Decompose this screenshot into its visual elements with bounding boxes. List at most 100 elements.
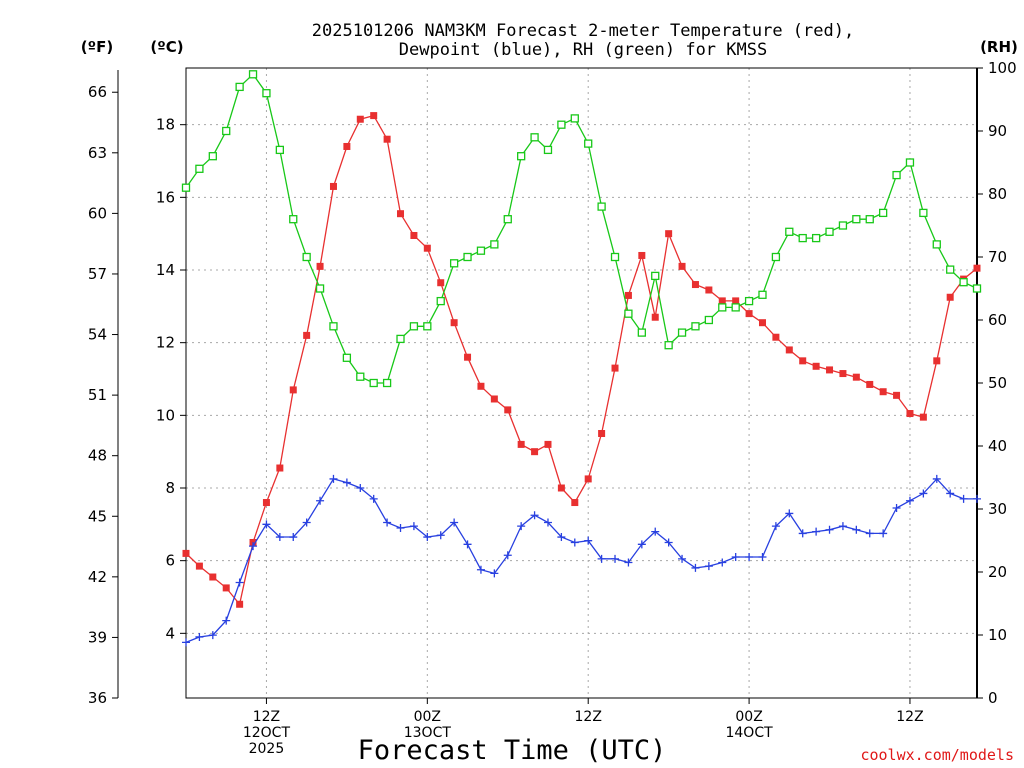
temperature-point [222,584,230,592]
temperature-point [410,231,418,239]
dewpoint-point [637,540,646,549]
rh-unit-label: (RH) [980,38,1018,56]
plot-frame [185,67,978,699]
celsius-tick-label: 4 [165,624,175,642]
rh-point [423,322,432,331]
fahrenheit-tick-label: 39 [88,628,107,646]
dewpoint-point [557,533,566,542]
rh-point [570,114,579,123]
rh-tick-label: 20 [988,563,1007,581]
temperature-point [906,410,914,418]
dewpoint-point [316,496,325,505]
rh-point [624,309,633,318]
temperature-point [893,391,901,399]
rh-point [262,89,271,98]
temperature-point [303,331,311,339]
fahrenheit-tick-label: 54 [88,326,107,344]
temperature-point [785,346,793,354]
rh-tick-label: 50 [988,374,1007,392]
rh-point [530,133,539,142]
dewpoint-point [919,489,928,498]
temperature-point [504,406,512,414]
temperature-point [329,182,337,190]
temperature-point [718,297,726,305]
temperature-point [209,573,217,581]
rh-point [744,296,754,306]
temperature-point [397,210,405,218]
rh-point [718,303,727,312]
dewpoint-point [932,474,941,483]
dewpoint-point [624,558,633,567]
dewpoint-point [892,503,901,512]
rh-point [919,208,928,218]
dewpoint-point [785,509,794,518]
dewpoint-point [825,525,834,534]
rh-point [396,334,405,344]
rh-point [463,252,472,262]
temperature-point [598,430,606,438]
dewpoint-point [329,474,338,483]
celsius-unit-label: (ºC) [150,38,183,56]
rh-point [289,215,298,224]
fahrenheit-tick-label: 60 [88,204,107,222]
dewpoint-point [195,632,204,641]
temperature-point [383,135,391,143]
dewpoint-point [409,522,418,531]
rh-point [584,139,593,148]
rh-point [557,120,566,129]
temperature-point [490,395,498,403]
fahrenheit-tick-label: 48 [88,447,107,465]
rh-tick-label: 70 [988,248,1007,266]
dewpoint-point [423,533,432,542]
rh-point [972,284,982,293]
dewpoint-point [490,569,499,578]
dewpoint-point [517,522,526,531]
temperature-point [826,366,834,374]
chart-title-line2: Dewpoint (blue), RH (green) for KMSS [399,40,767,60]
temperature-point [651,313,659,321]
chart-title-line1: 2025101206 NAM3KM Forecast 2-meter Tempe… [312,21,854,41]
dewpoint-point [289,533,298,542]
x-tick-label: 12Z [575,709,602,725]
dewpoint-point [342,478,351,487]
x-tick-label: 00Z [414,709,441,725]
credit-link[interactable]: coolwx.com/models [860,746,1014,764]
temperature-point [195,562,203,570]
fahrenheit-tick-label: 36 [88,689,107,707]
rh-point [208,152,217,161]
x-axis-title: Forecast Time (UTC) [358,735,667,766]
celsius-tick-label: 12 [156,334,175,352]
rh-point [275,145,284,155]
temperature-point [705,286,713,294]
dewpoint-point [383,518,392,527]
temperature-point [531,448,539,456]
rh-point [181,183,191,192]
rh-tick-label: 0 [988,689,998,707]
dewpoint-point [597,554,606,563]
celsius-tick-label: 10 [156,406,175,424]
temperature-point [879,388,887,396]
dewpoint-point [946,489,955,498]
temperature-point [370,112,378,120]
rh-point [476,246,486,255]
temperature-point [691,281,699,289]
rh-point [449,259,459,268]
x-tick-label: 00Z [735,709,762,725]
rh-point [382,378,392,388]
rh-point [195,164,204,173]
rh-point [503,215,512,224]
rh-point [664,341,673,350]
temperature-point [517,440,525,448]
x-tick-label: 12Z [253,709,280,725]
rh-point [892,170,901,180]
temperature-point [946,293,954,301]
dewpoint-point [758,553,767,562]
rh-point [651,271,660,281]
rh-point [369,378,378,388]
x-tick-label: 2025 [249,741,285,757]
rh-point [356,372,365,381]
rh-point [865,215,874,224]
dewpoint-point [570,538,579,547]
temperature-point [450,319,458,327]
